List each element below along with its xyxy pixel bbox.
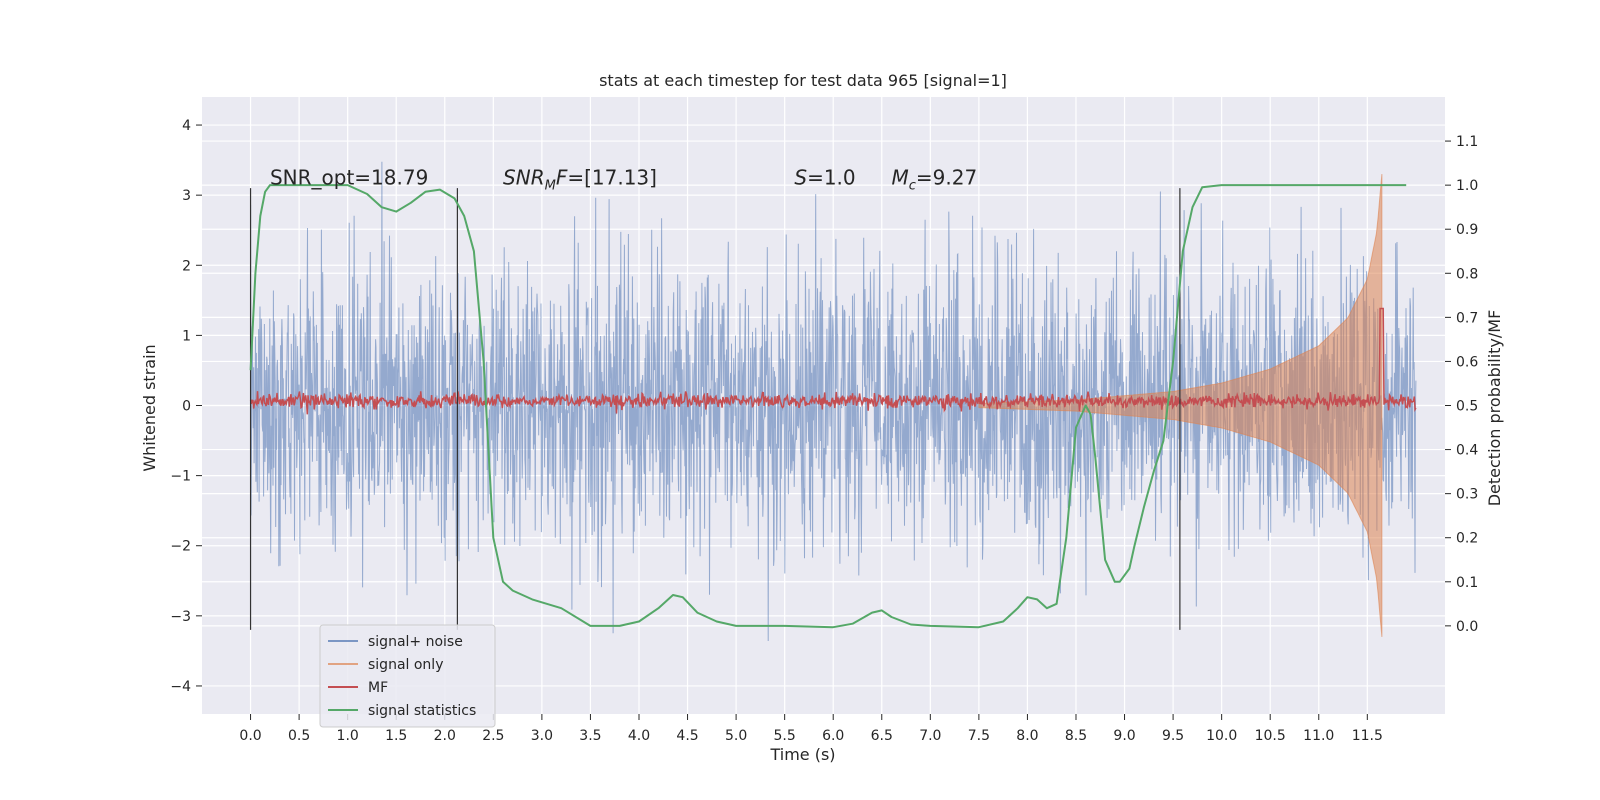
- y-right-tick-label: 0.7: [1456, 310, 1478, 326]
- y-right-tick-label: 0.5: [1456, 399, 1478, 415]
- annotation-mc-name: M: [891, 166, 908, 190]
- x-tick-label: 6.0: [822, 728, 844, 744]
- x-tick-label: 11.5: [1352, 728, 1383, 744]
- chart-title: stats at each timestep for test data 965…: [599, 71, 1007, 90]
- y-left-tick-label: 1: [182, 328, 191, 344]
- annotation-snr-mf-sub: M: [545, 179, 556, 194]
- legend-label: MF: [368, 680, 388, 696]
- legend-label: signal only: [368, 657, 443, 673]
- x-tick-label: 8.0: [1016, 728, 1038, 744]
- x-tick-label: 3.5: [579, 728, 601, 744]
- annotation-snr-mf-base: SNR: [503, 166, 545, 190]
- x-tick-label: 4.0: [628, 728, 650, 744]
- y-left-tick-label: −4: [170, 679, 191, 695]
- axis-ticks: 0.0 0.5 1.0 1.5 2.0 2.5 3.0 3.5 4.0 4.5 5.0 5.5 6.0 6…: [170, 118, 1478, 744]
- x-tick-label: 7.5: [968, 728, 990, 744]
- y-left-tick-label: 0: [182, 399, 191, 415]
- series-signal-noise: [250, 161, 1417, 642]
- legend-label: signal+ noise: [368, 634, 463, 650]
- x-tick-label: 0.5: [288, 728, 310, 744]
- annotation-s: S=1.0: [794, 166, 855, 190]
- y-left-tick-label: −3: [170, 609, 191, 625]
- x-tick-label: 5.0: [725, 728, 747, 744]
- annotation-snr-mf-value: =[17.13]: [567, 166, 657, 190]
- y-right-tick-label: 0.0: [1456, 619, 1478, 635]
- y-right-tick-label: 0.2: [1456, 531, 1478, 547]
- x-tick-label: 10.0: [1206, 728, 1237, 744]
- y-right-tick-label: 0.9: [1456, 222, 1478, 238]
- annotation-snr-mf-f: F: [556, 166, 568, 190]
- x-tick-label: 9.0: [1113, 728, 1135, 744]
- y-left-tick-label: 3: [182, 188, 191, 204]
- legend-box: [319, 624, 496, 728]
- x-tick-label: 9.5: [1162, 728, 1184, 744]
- annotation-snr-opt: SNR_opt=18.79: [270, 166, 428, 190]
- annotation-s-value: =1.0: [807, 166, 856, 190]
- series-signal-statistics: [249, 184, 1407, 629]
- y-right-tick-label: 0.4: [1456, 443, 1478, 459]
- x-tick-label: 10.5: [1255, 728, 1286, 744]
- series-mf: [249, 307, 1417, 415]
- annotation-mc-value: =9.27: [916, 166, 977, 190]
- annotation-s-name: S: [794, 166, 807, 190]
- annotation-mc: Mc=9.27: [891, 166, 977, 194]
- y-left-tick-label: 4: [182, 118, 191, 134]
- y-left-tick-label: −2: [170, 539, 191, 555]
- x-tick-label: 6.5: [871, 728, 893, 744]
- x-tick-label: 2.5: [482, 728, 504, 744]
- y-left-tick-label: −1: [170, 469, 191, 485]
- x-tick-label: 1.5: [385, 728, 407, 744]
- x-tick-label: 3.0: [531, 728, 553, 744]
- plot-area: 0.0 0.5 1.0 1.5 2.0 2.5 3.0 3.5 4.0 4.5 5.0 5.5 6.0 6…: [170, 97, 1478, 744]
- x-tick-label: 0.0: [239, 728, 261, 744]
- x-tick-label: 2.0: [434, 728, 456, 744]
- annotation-snr-mf: SNRMF=[17.13]: [503, 166, 657, 194]
- y-right-tick-label: 0.8: [1456, 266, 1478, 282]
- x-tick-label: 8.5: [1065, 728, 1087, 744]
- x-tick-label: 5.5: [774, 728, 796, 744]
- y-right-tick-label: 0.3: [1456, 487, 1478, 503]
- y-right-tick-label: 1.1: [1456, 134, 1478, 150]
- x-tick-label: 1.0: [337, 728, 359, 744]
- legend-label: signal statistics: [368, 703, 476, 719]
- x-tick-label: 7.0: [919, 728, 941, 744]
- y-axis-left-label: Whitened strain: [140, 344, 159, 471]
- annotation-mc-sub: c: [909, 179, 916, 194]
- y-right-tick-label: 0.6: [1456, 354, 1478, 370]
- legend: signal+ noise signal only MF signal statist…: [319, 624, 496, 728]
- y-right-tick-label: 0.1: [1456, 575, 1478, 591]
- y-left-tick-label: 2: [182, 258, 191, 274]
- x-tick-label: 11.0: [1303, 728, 1334, 744]
- x-axis-label: Time (s): [769, 745, 835, 764]
- x-tick-label: 4.5: [676, 728, 698, 744]
- y-right-tick-label: 1.0: [1456, 178, 1478, 194]
- y-axis-right-label: Detection probability/MF: [1485, 310, 1504, 507]
